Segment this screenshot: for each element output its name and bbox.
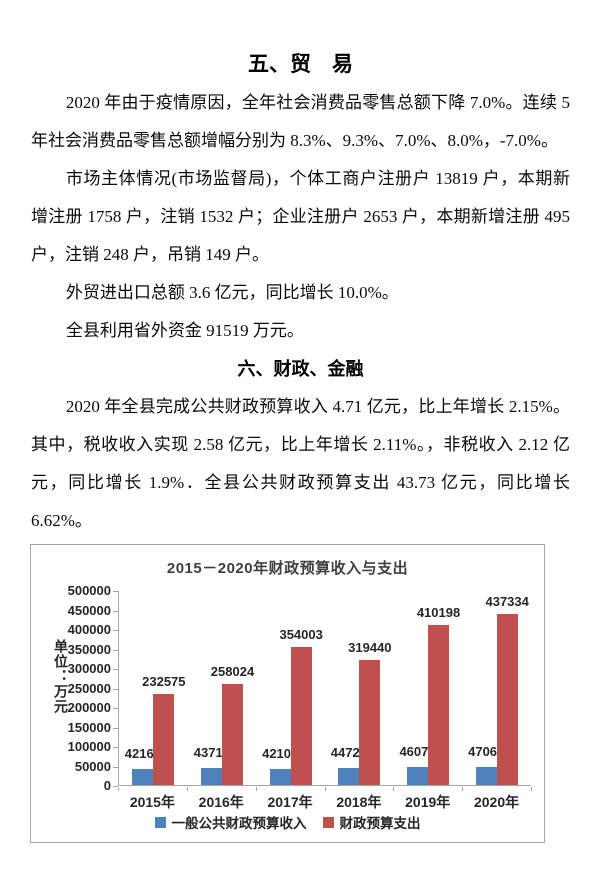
y-axis-tick-label: 500000 xyxy=(67,583,111,598)
bar-value-label: 319440 xyxy=(348,640,392,656)
legend-label: 财政预算支出 xyxy=(339,816,421,831)
paragraph-foreign-trade: 外贸进出口总额 3.6 亿元，同比增长 10.0%。 xyxy=(65,283,399,302)
y-axis-tickmark xyxy=(113,708,118,709)
bar-expenditure: 258024 xyxy=(211,664,254,785)
bar-value-label: 44728 xyxy=(330,744,367,760)
bar-expenditure: 319440 xyxy=(348,640,392,785)
bar-group: 43711 258024 xyxy=(188,591,257,785)
x-axis-category-label: 2018年 xyxy=(336,794,382,810)
y-axis-tick-label: 400000 xyxy=(67,622,111,637)
paragraph-fiscal-budget: 2020 年全县完成公共财政预算收入 4.71 亿元，比上年增长 2.15%。其… xyxy=(31,397,570,530)
bar-value-label: 42163 xyxy=(124,745,161,761)
y-axis-tick-label: 200000 xyxy=(67,700,111,715)
y-axis-unit-label: 单位：万元 xyxy=(53,639,69,714)
paragraph-retail-sales: 2020 年由于疫情原因，全年社会消费品零售总额下降 7.0%。连续 5 年社会… xyxy=(31,93,570,150)
bar-income: 43711 xyxy=(194,745,229,785)
x-axis-tickmark xyxy=(531,787,532,791)
bar-income: 47063 xyxy=(468,744,504,785)
bar-income: 46073 xyxy=(399,744,436,785)
y-axis-tickmark xyxy=(113,727,118,729)
bar-expenditure: 437334 xyxy=(485,594,529,785)
plot-area: 42163 232575 43711 258024 42103 354003 44728 31… xyxy=(118,591,531,786)
x-axis-category-label: 2020年 xyxy=(473,794,520,810)
bar-income: 42163 xyxy=(125,746,161,785)
y-axis-tick-label: 100000 xyxy=(67,739,111,754)
legend-item: 一般公共财政预算收入 xyxy=(154,812,307,832)
section-heading-trade: 五、贸 易 xyxy=(248,52,353,76)
x-axis-tickmark xyxy=(462,787,464,791)
x-axis-tickmark xyxy=(393,787,395,791)
y-axis-tick-label: 350000 xyxy=(67,641,111,657)
bar-income: 44728 xyxy=(331,745,367,785)
y-axis-tickmark xyxy=(113,591,118,592)
y-axis-tick-label: 0 xyxy=(103,778,111,793)
y-axis-tickmark xyxy=(113,688,118,690)
y-axis-tick-label: 50000 xyxy=(74,758,111,774)
bar-value-label: 437334 xyxy=(485,594,529,610)
bar-value-label: 43711 xyxy=(193,744,230,760)
bar-expenditure: 410198 xyxy=(417,605,460,785)
section-heading-finance: 六、财政、金融 xyxy=(237,359,364,379)
y-axis-tickmark xyxy=(113,786,118,787)
y-axis-tickmark xyxy=(113,630,118,631)
legend-swatch xyxy=(322,816,334,828)
budget-bar-chart: 2015－2020年财政预算收入与支出 单位：万元 500000 450000 40… xyxy=(30,544,545,843)
y-axis-tickmark xyxy=(113,766,118,768)
x-axis-tickmark xyxy=(118,787,119,791)
bar-value-label: 410198 xyxy=(416,605,461,621)
y-axis-tickmark xyxy=(113,669,118,670)
bar-group: 47063 437334 xyxy=(462,591,531,785)
bar-group: 46073 410198 xyxy=(394,591,463,785)
bar-group: 42103 354003 xyxy=(256,591,325,785)
x-axis-category-label: 2016年 xyxy=(198,794,244,810)
bar-value-label: 354003 xyxy=(279,626,323,642)
bar-expenditure: 354003 xyxy=(279,627,323,785)
bar-value-label: 47063 xyxy=(468,743,505,759)
y-axis-tick-label: 450000 xyxy=(67,602,111,618)
chart-title: 2015－2020年财政预算收入与支出 xyxy=(166,560,409,577)
y-axis-tickmark xyxy=(113,649,118,651)
bar-group: 42163 232575 xyxy=(119,591,188,785)
legend-label: 一般公共财政预算收入 xyxy=(171,816,307,831)
y-axis-tick-label: 250000 xyxy=(67,680,111,696)
legend-swatch xyxy=(154,816,166,828)
y-axis-tickmark xyxy=(113,610,118,612)
bar-expenditure: 232575 xyxy=(142,674,186,785)
paragraph-provincial-funds: 全县利用省外资金 91519 万元。 xyxy=(65,321,304,340)
bar-income: 42103 xyxy=(262,746,298,785)
y-axis-tick-label: 150000 xyxy=(67,719,111,735)
y-axis-tickmark xyxy=(113,747,118,748)
bar-value-label: 232575 xyxy=(142,674,186,690)
x-axis-category-label: 2017年 xyxy=(267,794,313,810)
x-axis-tickmark xyxy=(186,787,188,791)
x-axis-category-label: 2019年 xyxy=(405,794,451,810)
chart-legend: 一般公共财政预算收入 财政预算支出 xyxy=(31,812,544,832)
y-axis-tick-label: 300000 xyxy=(67,661,111,676)
bar-value-label: 46073 xyxy=(399,744,436,760)
x-axis-tickmark xyxy=(255,787,257,791)
x-axis-tickmark xyxy=(324,787,326,791)
bar-group: 44728 319440 xyxy=(325,591,394,785)
x-axis-labels: 2015年 2016年 2017年 2018年 2019年 2020年 xyxy=(118,792,531,812)
x-axis-category-label: 2015年 xyxy=(129,794,175,810)
bar-value-label: 258024 xyxy=(210,664,255,680)
bar-value-label: 42103 xyxy=(262,745,299,761)
legend-item: 财政预算支出 xyxy=(322,812,421,832)
paragraph-market-entities: 市场主体情况(市场监督局)，个体工商户注册户 13819 户，本期新增注册 17… xyxy=(31,169,570,264)
